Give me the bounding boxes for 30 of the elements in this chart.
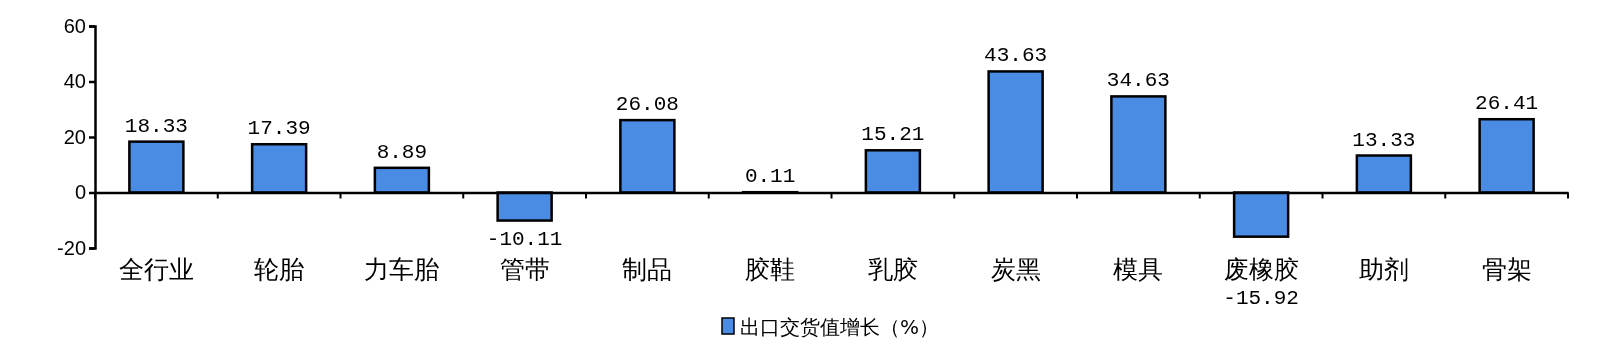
data-label: -10.11: [486, 227, 563, 251]
data-label: 26.41: [1475, 92, 1539, 116]
x-tick-label: 炭黑: [990, 255, 1041, 284]
data-label: 8.89: [376, 140, 428, 164]
x-tick-label: 全行业: [118, 255, 194, 284]
data-label: 15.21: [861, 123, 925, 147]
x-tick-label: 乳胶: [867, 255, 918, 284]
y-tick-label: 0: [74, 181, 86, 204]
data-label: 34.63: [1106, 69, 1170, 93]
data-label: 18.33: [124, 114, 188, 138]
x-tick-label: 力车胎: [364, 255, 440, 284]
x-tick-label: 管带: [499, 255, 550, 284]
data-label: 0.11: [744, 165, 796, 189]
data-label: 26.08: [615, 93, 679, 117]
data-label: -15.92: [1223, 287, 1299, 310]
y-tick-label: 60: [63, 14, 86, 37]
y-tick-label: 20: [63, 125, 86, 148]
y-tick-label: 40: [63, 70, 86, 93]
x-tick-label: 胶鞋: [745, 255, 796, 284]
data-label: 17.39: [247, 117, 311, 141]
x-tick-label: 骨架: [1481, 255, 1532, 284]
x-tick-label: 助剂: [1358, 255, 1409, 284]
x-tick-label: 模具: [1113, 255, 1164, 284]
x-tick-label: 轮胎: [254, 255, 305, 284]
legend-label: 出口交货值增长（%）: [740, 315, 940, 339]
x-tick-label: 废橡胶: [1223, 255, 1299, 284]
y-tick-label: -20: [57, 236, 86, 259]
data-label: 43.63: [984, 44, 1048, 68]
data-label: 13.33: [1352, 128, 1416, 152]
x-tick-label: 制品: [622, 255, 673, 284]
